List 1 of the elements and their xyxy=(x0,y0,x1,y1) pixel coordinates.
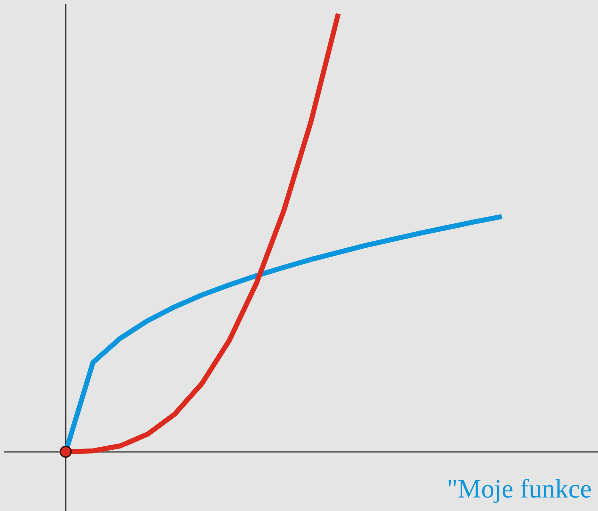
text: "Moje funkce xyxy=(448,479,592,504)
